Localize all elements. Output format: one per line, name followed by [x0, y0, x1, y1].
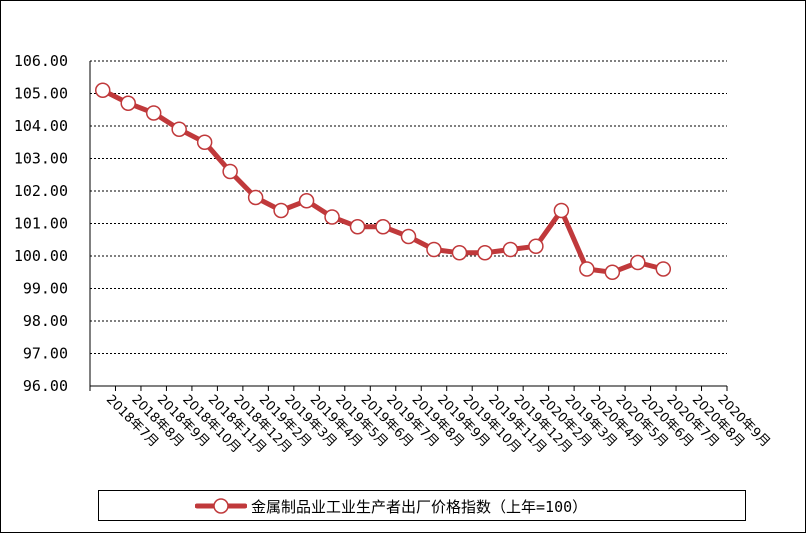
data-point [579, 261, 595, 277]
data-point [655, 261, 672, 277]
legend-label: 金属制品业工业生产者出厂价格指数（上年=100） [251, 498, 588, 516]
data-point [196, 134, 213, 150]
legend: 金属制品业工业生产者出厂价格指数（上年=100） [98, 490, 746, 521]
data-point [324, 209, 340, 225]
data-point [120, 95, 136, 111]
data-point [349, 219, 366, 235]
data-point [94, 82, 111, 98]
data-point [604, 264, 621, 280]
y-tick-label: 103.00 [14, 150, 68, 168]
series-layer [94, 82, 672, 280]
data-point [273, 202, 289, 219]
y-tick-label: 99.00 [23, 280, 68, 298]
data-point [553, 202, 570, 219]
y-tick-label: 102.00 [14, 182, 68, 200]
y-tick-label: 104.00 [14, 117, 68, 135]
y-tick-label: 96.00 [23, 377, 68, 395]
data-point [171, 121, 187, 137]
gridlines [90, 60, 727, 354]
data-point [502, 241, 519, 258]
y-tick-label: 98.00 [23, 312, 68, 330]
y-tick-label: 101.00 [14, 215, 68, 233]
y-tick-label: 105.00 [14, 85, 68, 103]
data-point [400, 228, 417, 245]
data-point [451, 245, 468, 261]
data-point [426, 241, 442, 258]
y-tick-labels: 106.00 105.00 104.00 103.00 102.00 101.00 100.… [14, 52, 68, 395]
y-tick-label: 97.00 [23, 345, 68, 363]
data-point [528, 238, 544, 254]
legend-swatch [195, 498, 247, 514]
data-point [145, 105, 162, 121]
data-point [375, 219, 391, 235]
y-tick-label: 106.00 [14, 52, 68, 70]
data-point [298, 193, 315, 209]
data-point [247, 189, 264, 206]
data-point [630, 254, 646, 271]
legend-marker [213, 498, 229, 514]
y-tick-label: 100.00 [14, 247, 68, 265]
axes [89, 61, 728, 391]
data-point [477, 245, 493, 261]
series-line [100, 87, 666, 275]
data-point [222, 163, 238, 180]
x-tick-labels: 2018年7月2018年8月2018年9月2018年10月2018年11月201… [103, 392, 773, 456]
